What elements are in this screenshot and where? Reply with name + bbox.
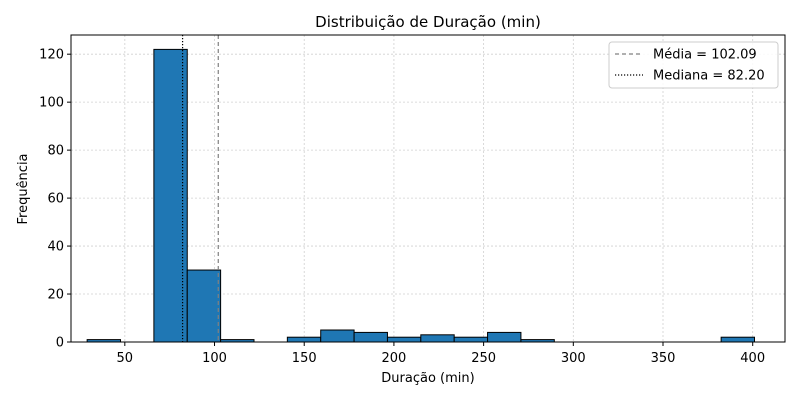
histogram-bar: [320, 329, 355, 343]
histogram-bar: [420, 334, 455, 343]
x-tick-label: 300: [561, 351, 586, 366]
histogram-bar: [153, 48, 188, 343]
y-tick-label: 80: [47, 144, 64, 159]
x-tick-label: 200: [382, 351, 407, 366]
y-tick-label: 60: [47, 192, 64, 207]
histogram-bar: [286, 336, 322, 343]
x-tick-label: 400: [740, 351, 765, 366]
histogram-bar: [487, 331, 522, 343]
y-axis-label: Frequência: [16, 153, 31, 224]
y-tick-label: 120: [39, 48, 64, 63]
y-tick-label: 20: [47, 288, 64, 303]
legend-entry: Mediana = 82.20: [653, 69, 765, 84]
x-tick-label: 100: [202, 351, 227, 366]
x-tick-label: 150: [292, 351, 317, 366]
legend-box: [608, 41, 779, 89]
histogram-bar: [720, 336, 756, 343]
legend-entry: Média = 102.09: [653, 48, 757, 63]
y-tick-label: 100: [39, 96, 64, 111]
y-axis-ticks: 0 20 40 60 80 100 120: [39, 48, 71, 351]
histogram-bar: [453, 336, 489, 343]
plot-frame: [70, 34, 786, 343]
histogram-bar: [386, 336, 422, 343]
x-tick-label: 50: [117, 351, 134, 366]
bars-group: [86, 48, 756, 343]
y-tick-label: 40: [47, 240, 64, 255]
chart-title: Distribuição de Duração (min): [315, 13, 541, 31]
histogram-bar: [186, 269, 222, 343]
legend: Média = 102.09 Mediana = 82.20: [608, 41, 779, 89]
x-axis-label: Duração (min): [381, 371, 474, 386]
x-tick-label: 350: [651, 351, 676, 366]
reference-lines: [181, 35, 219, 342]
y-tick-label: 0: [56, 336, 64, 351]
grid-lines: [71, 35, 785, 343]
histogram-bar: [353, 331, 388, 343]
x-axis-ticks: 50 100 150 200 250 300 350 400: [117, 342, 765, 366]
x-tick-label: 250: [471, 351, 496, 366]
